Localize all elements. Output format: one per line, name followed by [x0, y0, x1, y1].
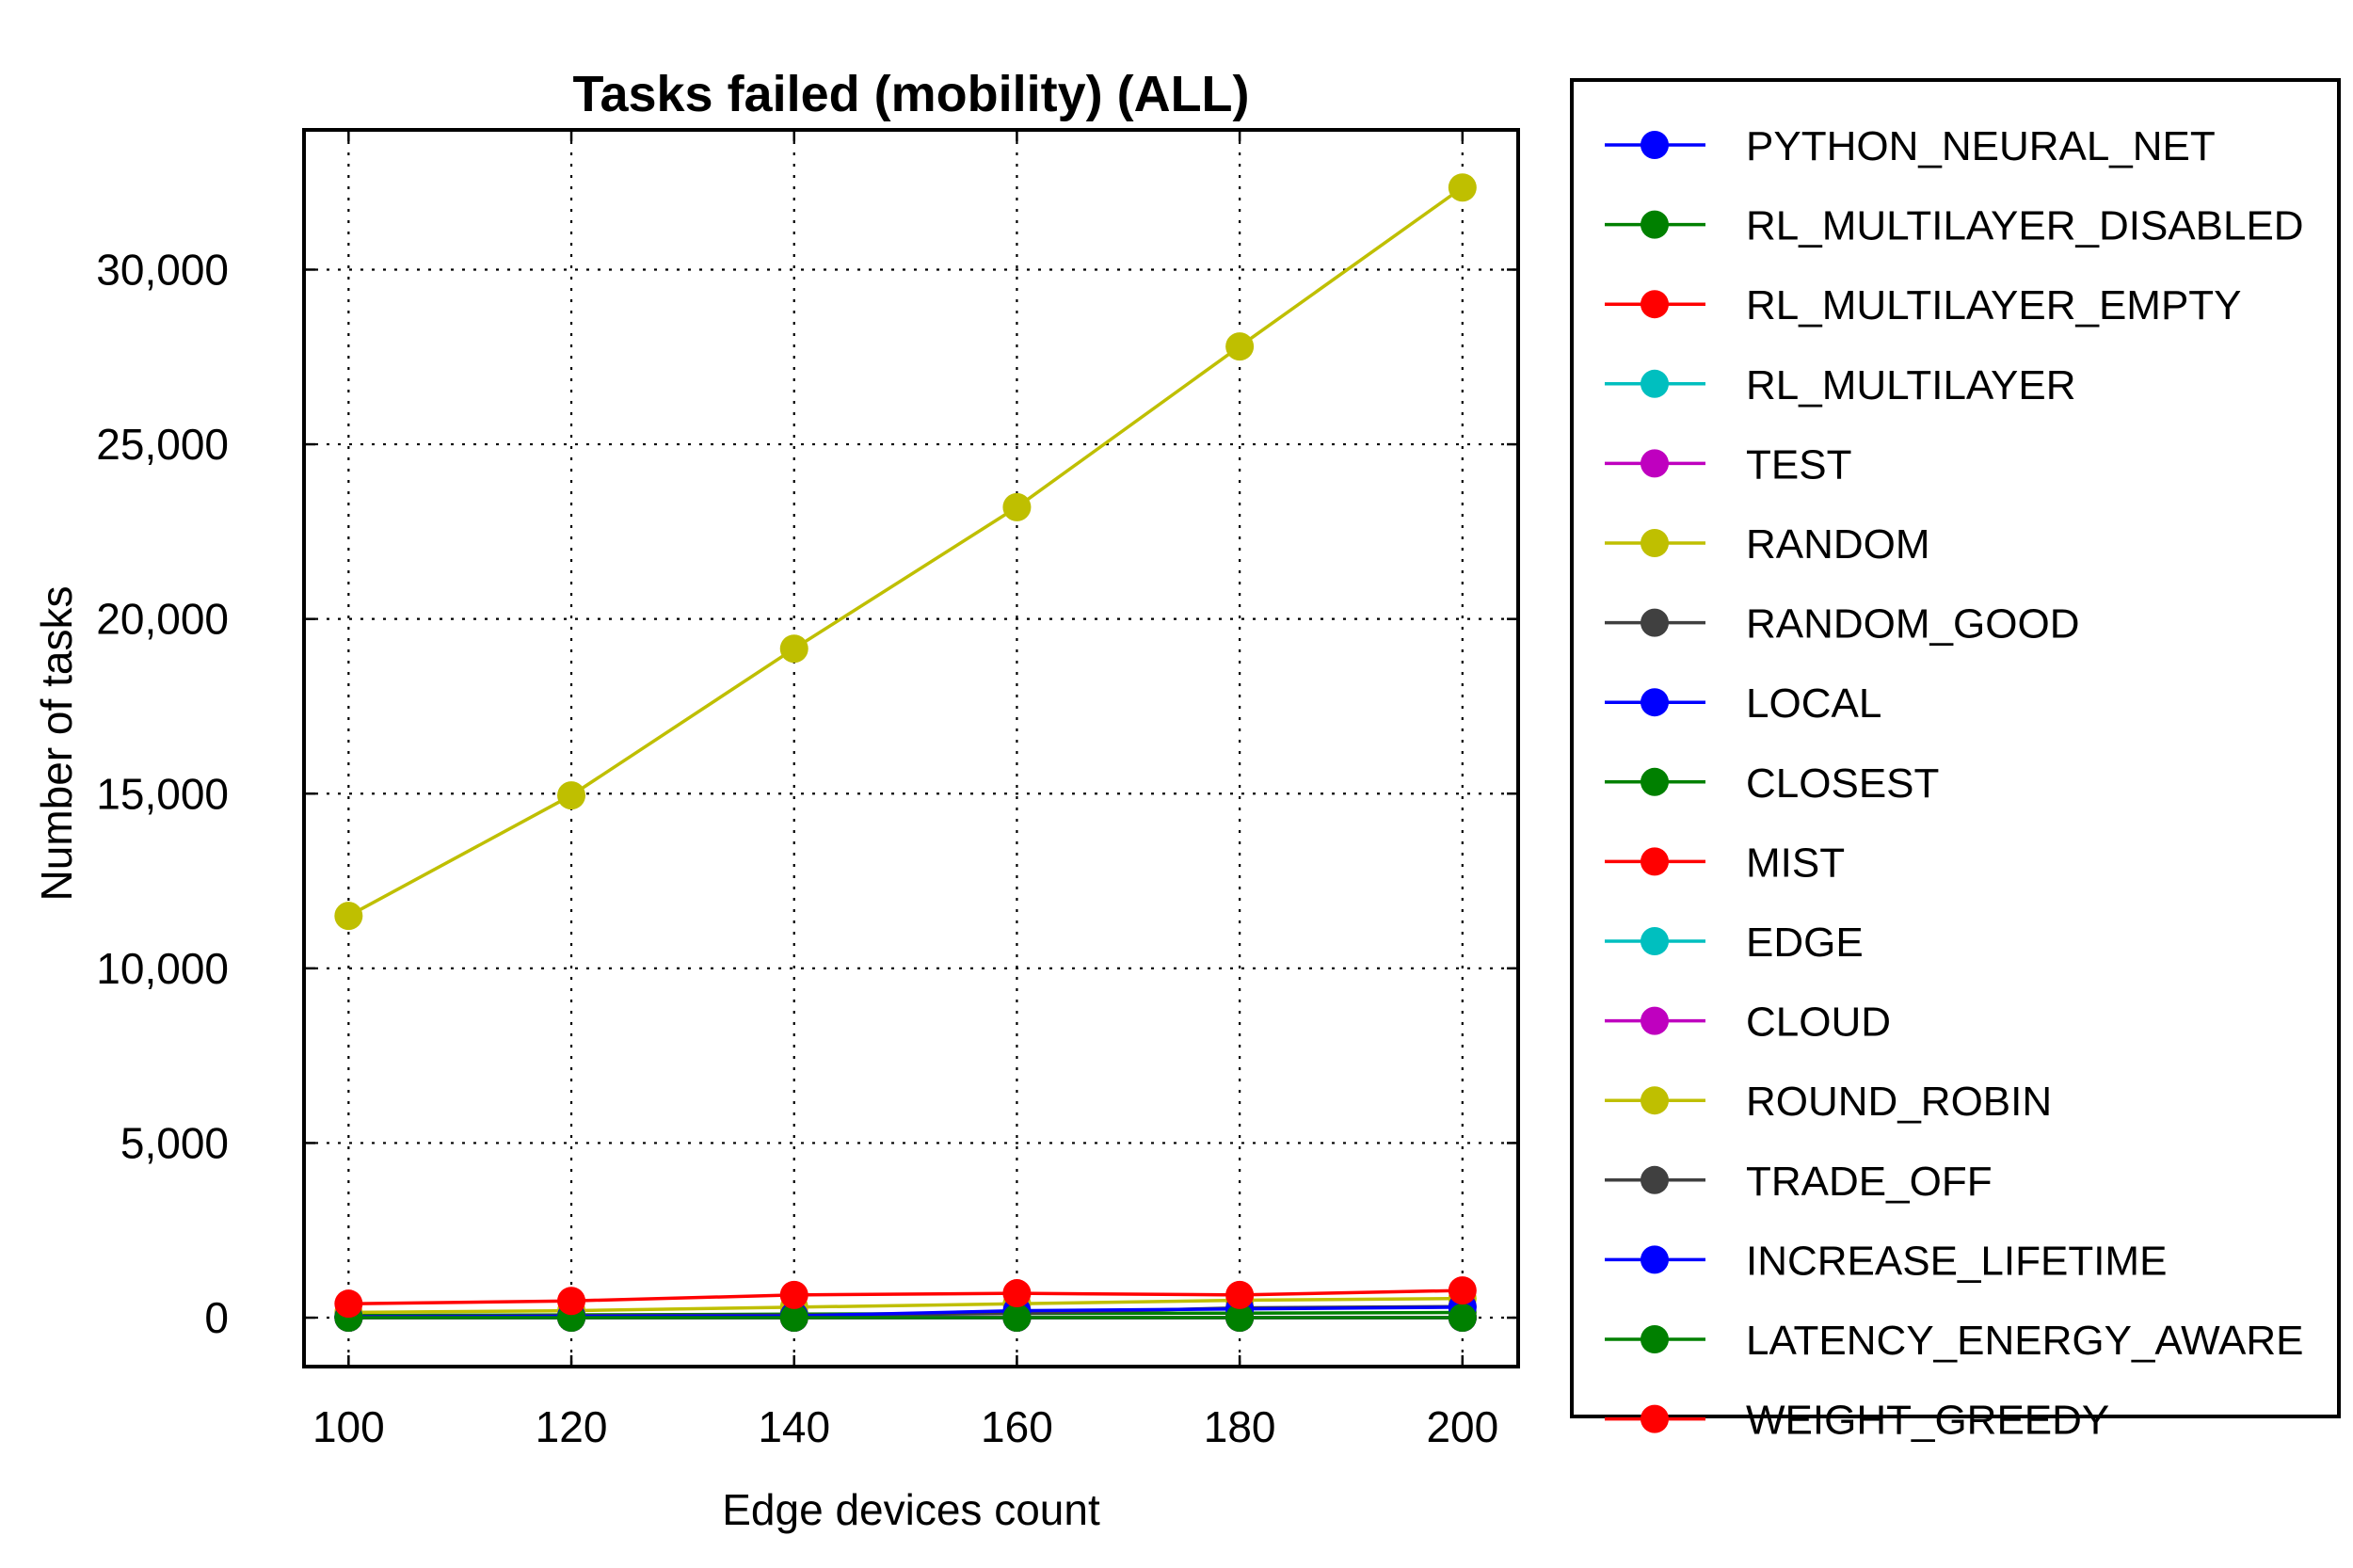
legend-entry-rl-multilayer: RL_MULTILAYER	[1605, 362, 2075, 408]
legend-entry-round-robin: ROUND_ROBIN	[1605, 1079, 2052, 1125]
legend-marker	[1641, 608, 1669, 637]
legend-entry-increase-lifetime: INCREASE_LIFETIME	[1605, 1238, 2167, 1284]
legend: PYTHON_NEURAL_NET RL_MULTILAYER_DISABLED R…	[1605, 123, 2304, 1444]
x-tick-label: 140	[758, 1402, 830, 1451]
grid-lines	[304, 130, 1518, 1367]
x-tick-label: 120	[536, 1402, 608, 1451]
data-point	[779, 1280, 808, 1309]
legend-label: TEST	[1746, 441, 1851, 488]
legend-entry-weight-greedy: WEIGHT_GREEDY	[1605, 1398, 2109, 1444]
y-tick-label: 30,000	[96, 245, 229, 294]
legend-label: CLOSEST	[1746, 760, 1939, 807]
x-tick-label: 160	[981, 1402, 1053, 1451]
data-point	[779, 634, 808, 664]
legend-marker	[1641, 1006, 1669, 1035]
series-line	[348, 1296, 1463, 1315]
legend-entry-local: LOCAL	[1605, 680, 1881, 727]
y-tick-label: 15,000	[96, 769, 229, 818]
legend-entry-rl-multilayer-empty: RL_MULTILAYER_EMPTY	[1605, 282, 2242, 328]
data-point	[334, 902, 363, 931]
legend-label: ROUND_ROBIN	[1746, 1079, 2052, 1125]
legend-label: RANDOM	[1746, 521, 1930, 568]
legend-marker	[1641, 131, 1669, 159]
data-point	[557, 781, 586, 810]
data-point	[1002, 492, 1032, 521]
legend-label: MIST	[1746, 840, 1845, 886]
legend-label: RL_MULTILAYER_EMPTY	[1746, 282, 2242, 328]
y-tick-label: 20,000	[96, 595, 229, 644]
legend-entry-random-good: RANDOM_GOOD	[1605, 601, 2079, 648]
legend-label: EDGE	[1746, 920, 1864, 966]
x-axis-label: Edge devices count	[722, 1485, 1100, 1534]
legend-entry-latency-energy-aware: LATENCY_ENERGY_AWARE	[1605, 1318, 2304, 1364]
y-tick-label: 10,000	[96, 944, 229, 993]
data-point	[1002, 1304, 1032, 1333]
series-round-robin	[334, 1284, 1477, 1327]
legend-label: CLOUD	[1746, 1000, 1891, 1046]
series-line	[347, 185, 1464, 918]
legend-marker	[1641, 847, 1669, 876]
data-point	[1225, 332, 1255, 361]
data-point	[1448, 1304, 1477, 1333]
data-point	[557, 1287, 586, 1316]
axis-ticks	[304, 130, 1518, 1367]
legend-label: RL_MULTILAYER	[1746, 362, 2075, 408]
data-point	[779, 1304, 808, 1333]
legend-label: LOCAL	[1746, 680, 1881, 727]
legend-entry-trade-off: TRADE_OFF	[1605, 1159, 1993, 1205]
legend-label: LATENCY_ENERGY_AWARE	[1746, 1318, 2304, 1364]
legend-marker	[1641, 1245, 1669, 1274]
chart-title: Tasks failed (mobility) (ALL)	[572, 66, 1249, 122]
legend-marker	[1641, 927, 1669, 955]
legend-marker	[1641, 1325, 1669, 1353]
x-tick-label: 200	[1426, 1402, 1498, 1451]
y-axis-label: Number of tasks	[32, 586, 81, 902]
data-point	[1448, 173, 1477, 202]
legend-label: WEIGHT_GREEDY	[1746, 1398, 2109, 1444]
legend-marker	[1641, 767, 1669, 796]
data-point	[1225, 1304, 1255, 1333]
legend-marker	[1641, 688, 1669, 717]
legend-entry-python-neural-net: PYTHON_NEURAL_NET	[1605, 123, 2216, 169]
data-point	[334, 1289, 363, 1319]
series-weight-greedy	[334, 1276, 1477, 1319]
legend-label: INCREASE_LIFETIME	[1746, 1238, 2167, 1284]
legend-entry-closest: CLOSEST	[1605, 760, 1939, 807]
data-point	[1225, 1280, 1255, 1309]
x-tick-label: 180	[1204, 1402, 1276, 1451]
legend-label: PYTHON_NEURAL_NET	[1746, 123, 2216, 169]
legend-marker	[1641, 449, 1669, 478]
legend-label: RL_MULTILAYER_DISABLED	[1746, 203, 2304, 249]
legend-entry-cloud: CLOUD	[1605, 1000, 1891, 1046]
legend-entry-test: TEST	[1605, 441, 1851, 488]
legend-marker	[1641, 529, 1669, 557]
data-point	[1002, 1279, 1032, 1308]
legend-marker	[1641, 210, 1669, 239]
plot-series	[334, 173, 1477, 1333]
x-tick-label: 100	[312, 1402, 385, 1451]
y-tick-labels: 0 5,000 10,000 15,000 20,000 25,000 30,000	[96, 245, 229, 1342]
legend-label: TRADE_OFF	[1746, 1159, 1993, 1205]
series-random	[334, 173, 1477, 931]
legend-marker	[1641, 1404, 1669, 1433]
legend-entry-random: RANDOM	[1605, 521, 1930, 568]
legend-label: RANDOM_GOOD	[1746, 601, 2079, 648]
y-tick-label: 0	[204, 1293, 229, 1342]
plot-frame	[302, 128, 1520, 1368]
legend-box	[1570, 78, 2341, 1418]
legend-marker	[1641, 1165, 1669, 1194]
data-point	[1448, 1276, 1477, 1305]
legend-marker	[1641, 1086, 1669, 1115]
y-tick-label: 5,000	[120, 1118, 229, 1167]
series-line	[348, 1288, 1463, 1305]
legend-entry-mist: MIST	[1605, 840, 1845, 886]
legend-entry-rl-multilayer-disabled: RL_MULTILAYER_DISABLED	[1605, 203, 2304, 249]
legend-entry-edge: EDGE	[1605, 920, 1864, 966]
legend-marker	[1641, 290, 1669, 319]
legend-marker	[1641, 369, 1669, 398]
y-tick-label: 25,000	[96, 420, 229, 469]
x-tick-labels: 100 120 140 160 180 200	[312, 1402, 1498, 1451]
